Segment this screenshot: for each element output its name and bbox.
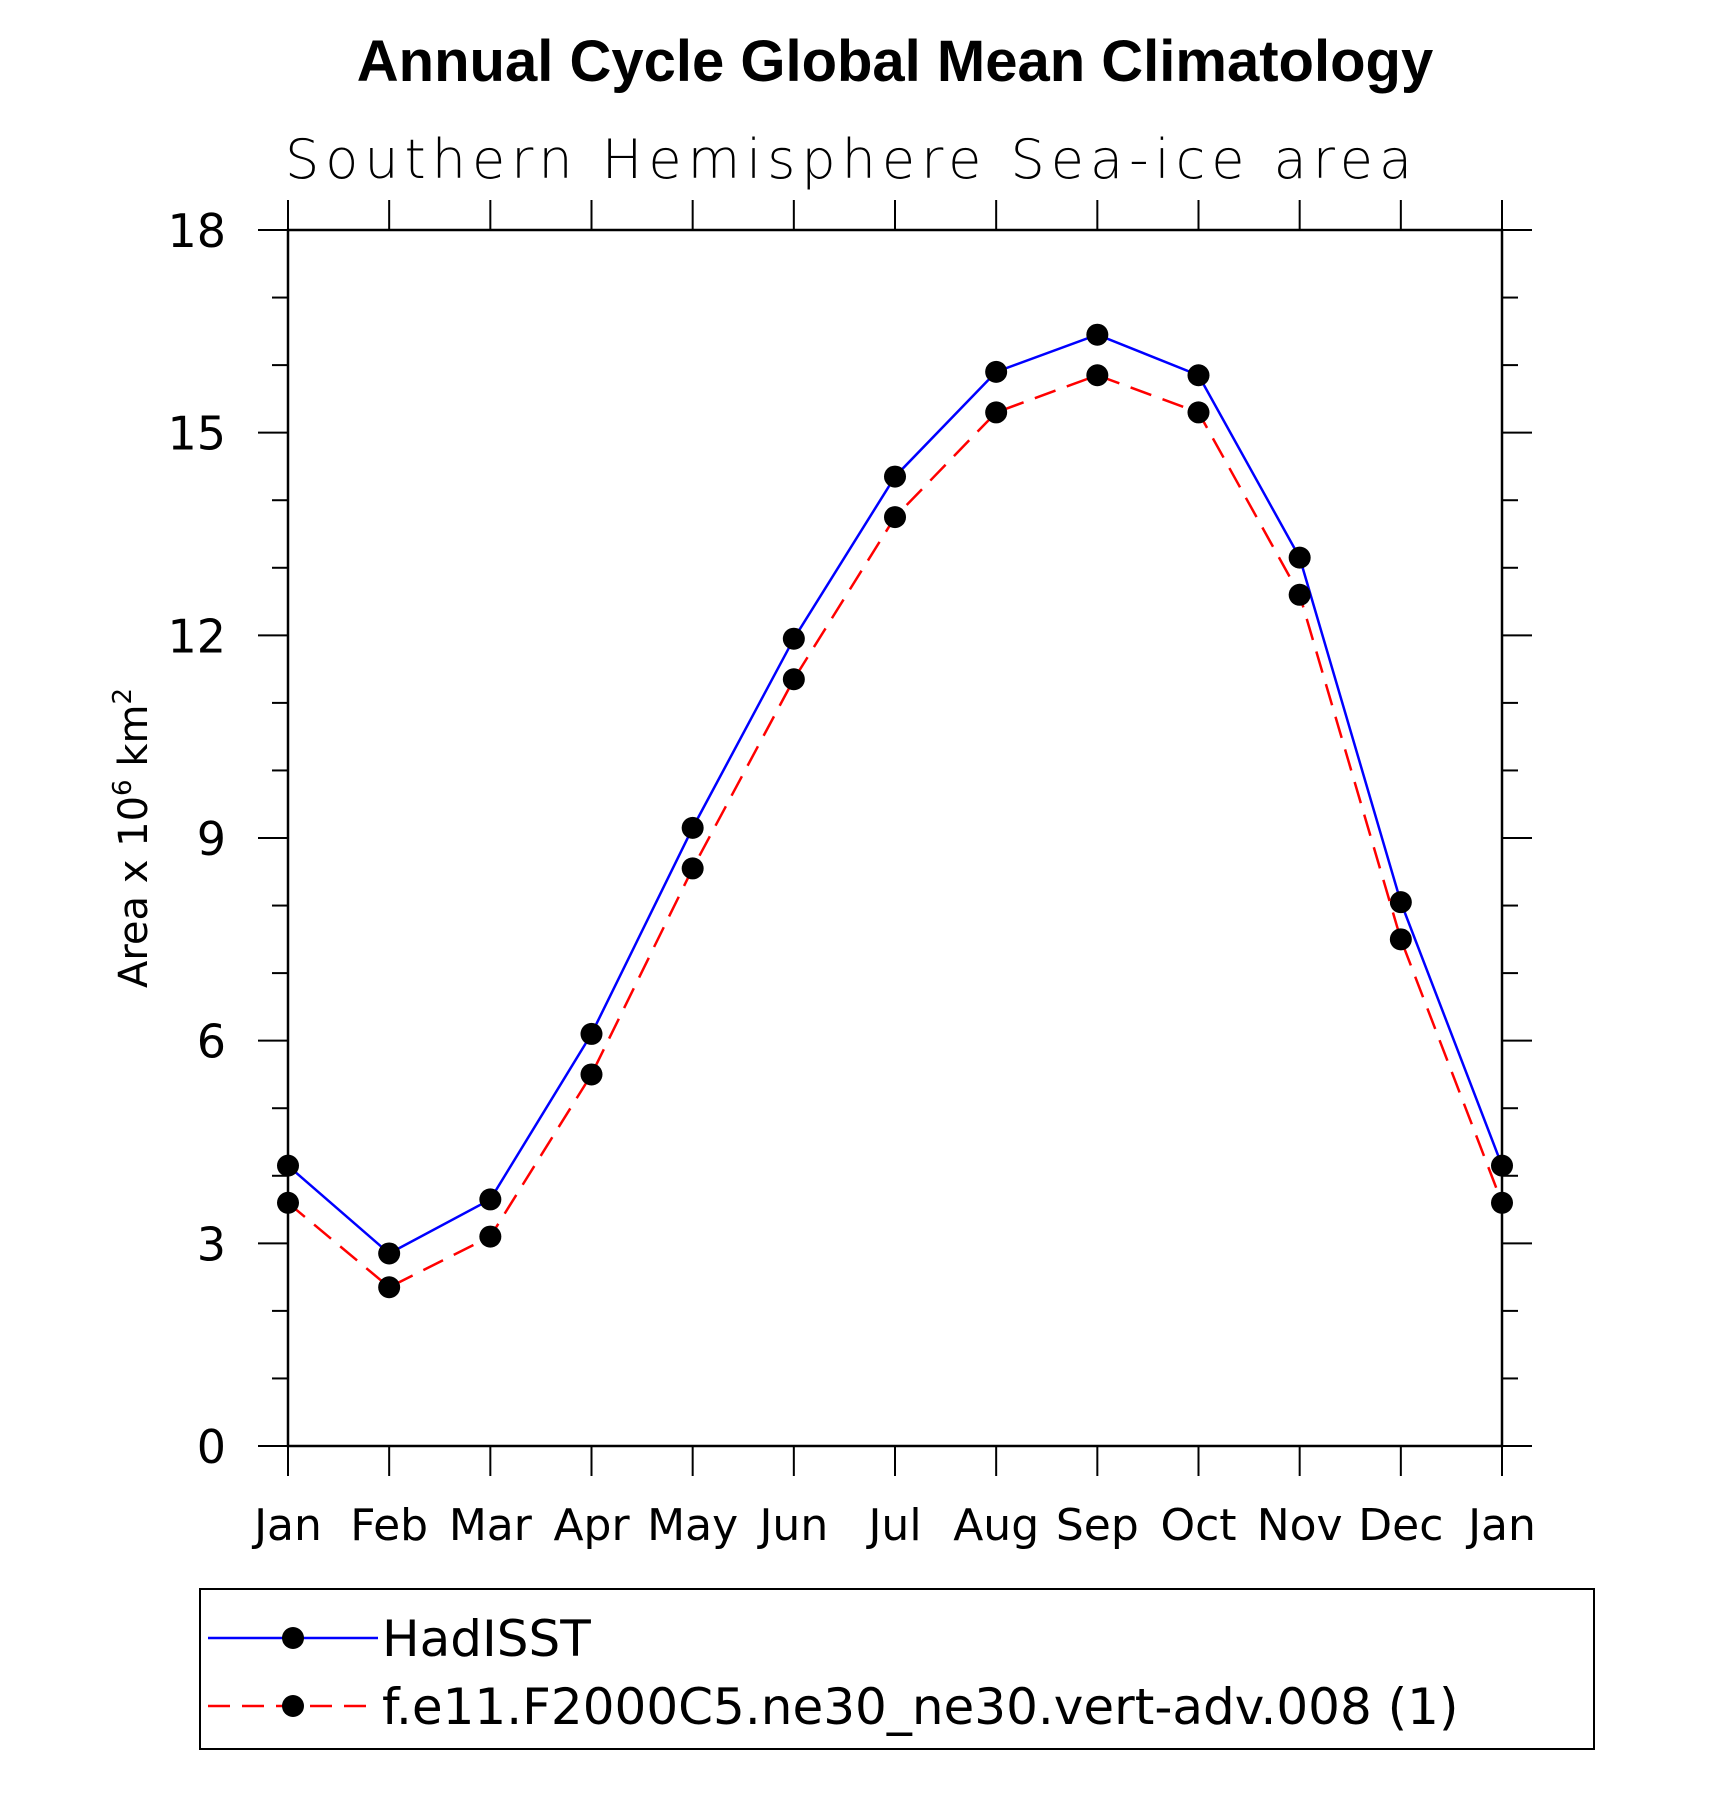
series-1-point <box>782 668 805 691</box>
series-0-point <box>1389 891 1412 914</box>
series-0-point <box>277 1154 299 1177</box>
legend-label-1: f.e11.F2000C5.ne30_ne30.vert-adv.008 (1) <box>382 1678 1459 1736</box>
series-0-point <box>681 816 704 839</box>
series-1-point <box>1187 401 1210 424</box>
y-tick-label: 6 <box>197 1015 226 1069</box>
series-1-point <box>277 1191 299 1214</box>
legend-marker-0 <box>282 1627 304 1649</box>
series-1-point <box>378 1276 401 1299</box>
x-tick-label: Sep <box>1056 1500 1139 1551</box>
legend-box <box>199 1588 1595 1750</box>
series-1-point <box>1086 364 1109 387</box>
series-1-point <box>985 401 1008 424</box>
series-0-point <box>1288 546 1311 569</box>
series-0-point <box>1187 364 1210 387</box>
x-tick-label: Mar <box>449 1500 533 1551</box>
y-tick-label: 0 <box>197 1420 226 1474</box>
series-0-point <box>479 1188 502 1211</box>
series-0-point <box>782 627 805 650</box>
series-1-point <box>1491 1191 1513 1214</box>
y-axis-label: Area x 106 km2 <box>108 688 157 988</box>
y-tick-label: 12 <box>167 609 226 663</box>
series-0-point <box>884 465 906 488</box>
y-tick-label: 3 <box>197 1217 226 1271</box>
x-tick-label: Oct <box>1160 1500 1236 1551</box>
series-0-point <box>985 360 1008 383</box>
series-0-point <box>378 1242 401 1265</box>
series-0-point <box>1491 1154 1513 1177</box>
x-tick-label: Aug <box>953 1500 1039 1551</box>
x-tick-label: Jan <box>251 1500 322 1551</box>
series-1-point <box>479 1225 502 1248</box>
chart-title: Annual Cycle Global Mean Climatology <box>356 29 1434 94</box>
series-1-point <box>1288 583 1311 606</box>
y-tick-label: 15 <box>167 407 226 461</box>
x-tick-label: Feb <box>350 1500 428 1551</box>
series-1-point <box>884 506 906 529</box>
chart-subtitle: Southern Hemisphere Sea-ice area <box>285 128 1419 191</box>
plot-frame <box>286 228 1504 1448</box>
x-tick-label: Jan <box>1465 1500 1536 1551</box>
legend-label-0: HadISST <box>382 1610 591 1668</box>
series-1-point <box>580 1063 603 1086</box>
legend-marker-1 <box>282 1695 304 1717</box>
x-tick-label: Jun <box>756 1500 828 1551</box>
series-1-point <box>681 857 704 880</box>
y-tick-label: 18 <box>167 204 226 258</box>
x-tick-label: Jul <box>865 1500 921 1551</box>
series-0-point <box>580 1022 603 1045</box>
y-tick-label: 9 <box>197 812 226 866</box>
x-tick-label: Dec <box>1358 1500 1443 1551</box>
series-1-point <box>1389 928 1412 951</box>
x-tick-label: May <box>647 1500 738 1551</box>
x-tick-label: Apr <box>553 1500 630 1551</box>
series-0-point <box>1086 323 1109 346</box>
x-tick-label: Nov <box>1257 1500 1343 1551</box>
